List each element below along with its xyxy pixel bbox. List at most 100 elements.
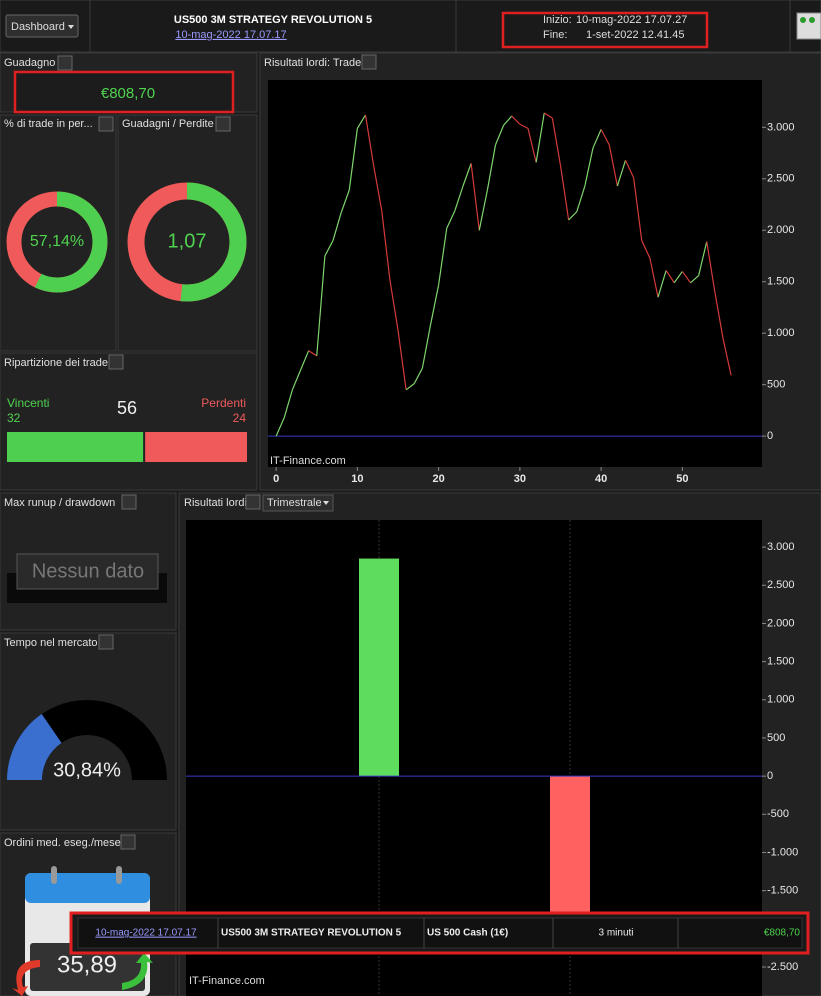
panel-title: Ordini med. eseg./mese bbox=[4, 837, 121, 849]
line-segment bbox=[535, 112, 545, 163]
order-instrument: US 500 Cash (1€) bbox=[427, 928, 508, 939]
y-tick-label: -2.500 bbox=[767, 961, 798, 973]
line-segment bbox=[657, 270, 667, 298]
settings-icon[interactable] bbox=[98, 634, 114, 650]
menu-label[interactable]: Dashboard bbox=[11, 21, 65, 33]
line-segment bbox=[389, 279, 399, 331]
line-segment bbox=[584, 147, 594, 187]
settings-icon[interactable] bbox=[120, 834, 136, 850]
settings-icon[interactable] bbox=[98, 116, 114, 132]
y-tick-label: 1.500 bbox=[767, 656, 795, 668]
panel-title: Ripartizione dei trade bbox=[4, 357, 108, 369]
line-segment bbox=[616, 160, 627, 187]
line-segment bbox=[275, 417, 285, 437]
bar bbox=[359, 558, 399, 777]
line-segment bbox=[690, 275, 700, 284]
line-segment bbox=[559, 165, 570, 221]
line-segment bbox=[356, 114, 367, 129]
line-segment bbox=[340, 189, 350, 213]
line-segment bbox=[348, 128, 358, 191]
line-segment bbox=[511, 115, 521, 125]
bar bbox=[550, 776, 590, 937]
period-dropdown[interactable] bbox=[262, 494, 334, 512]
line-segment bbox=[316, 255, 326, 356]
line-segment bbox=[494, 125, 505, 146]
losers-bar bbox=[145, 432, 247, 462]
line-segment bbox=[633, 177, 643, 241]
panel-title: Guadagni / Perdite bbox=[122, 118, 214, 130]
donut-arc bbox=[127, 182, 247, 302]
line-segment bbox=[413, 367, 423, 384]
line-segment bbox=[698, 241, 708, 276]
line-segment bbox=[364, 114, 375, 166]
winners-label: Vincenti bbox=[7, 396, 49, 410]
x-tick-label: 10 bbox=[351, 473, 363, 485]
dropdown-caret bbox=[323, 501, 329, 505]
menu-button[interactable] bbox=[5, 14, 79, 38]
settings-icon[interactable] bbox=[121, 494, 137, 510]
settings-icon[interactable] bbox=[57, 55, 73, 71]
line-segment bbox=[381, 210, 391, 280]
line-segment bbox=[397, 330, 407, 390]
plot-area bbox=[268, 80, 762, 467]
line-segment bbox=[503, 115, 513, 126]
date-link[interactable]: 10-mag-2022 17.07.17 bbox=[175, 29, 286, 41]
start-value: 10-mag-2022 17.07.27 bbox=[576, 14, 687, 26]
settings-icon[interactable] bbox=[245, 494, 261, 510]
order-date[interactable]: 10-mag-2022 17.07.17 bbox=[95, 928, 197, 939]
end-label: Fine: bbox=[543, 29, 567, 41]
period-label[interactable]: Trimestrale bbox=[267, 497, 322, 509]
gain-value: €808,70 bbox=[101, 85, 155, 102]
line-segment bbox=[673, 271, 683, 284]
panel-title: Tempo nel mercato bbox=[4, 637, 98, 649]
order-timeframe: 3 minuti bbox=[598, 928, 633, 939]
line-segment bbox=[568, 211, 578, 221]
y-tick-label: -1.500 bbox=[767, 885, 798, 897]
y-tick-label: -1.000 bbox=[767, 846, 798, 858]
panel bbox=[0, 352, 258, 491]
calendar-ring bbox=[51, 866, 57, 884]
toolbar-icon[interactable] bbox=[796, 12, 821, 40]
line-segment bbox=[543, 112, 553, 119]
line-segment bbox=[283, 389, 293, 418]
line-segment bbox=[308, 350, 318, 357]
line-segment bbox=[600, 129, 610, 146]
y-tick-label: 2.500 bbox=[767, 579, 795, 591]
order-row[interactable] bbox=[77, 917, 803, 949]
losers-label: Perdenti bbox=[201, 396, 246, 410]
y-tick-label: -500 bbox=[767, 808, 789, 820]
highlight-box bbox=[501, 11, 709, 49]
empty-message: Nessun dato bbox=[32, 560, 144, 582]
line-segment bbox=[551, 117, 562, 166]
watermark: IT-Finance.com bbox=[270, 455, 346, 467]
settings-icon[interactable] bbox=[215, 116, 231, 132]
calendar-top bbox=[25, 873, 150, 903]
y-tick-label: 2.000 bbox=[767, 224, 795, 236]
settings-icon[interactable] bbox=[361, 54, 377, 70]
settings-icon[interactable] bbox=[108, 354, 124, 370]
y-tick-label: 0 bbox=[767, 770, 773, 782]
line-segment bbox=[429, 284, 440, 326]
highlight-box bbox=[13, 70, 235, 114]
line-segment bbox=[665, 270, 675, 284]
donut-label: 1,07 bbox=[168, 230, 207, 252]
donut-arc bbox=[6, 191, 108, 293]
panel-title: Guadagno bbox=[4, 57, 55, 69]
end-value: 1-set-2022 12.41.45 bbox=[586, 29, 684, 41]
icon-dot bbox=[809, 17, 815, 23]
arrow-up bbox=[122, 953, 153, 990]
line-segment bbox=[438, 228, 448, 285]
order-strategy: US500 3M STRATEGY REVOLUTION 5 bbox=[221, 928, 402, 939]
line-segment bbox=[706, 241, 716, 293]
y-tick-label: 0 bbox=[767, 430, 773, 442]
y-tick-label: 1.500 bbox=[767, 276, 795, 288]
panel-title: Risultati lordi bbox=[184, 497, 247, 509]
strategy-title: US500 3M STRATEGY REVOLUTION 5 bbox=[174, 14, 372, 26]
gauge bbox=[7, 700, 167, 780]
line-segment bbox=[421, 324, 432, 369]
empty-box bbox=[16, 553, 159, 590]
x-tick-label: 30 bbox=[514, 473, 526, 485]
y-tick-label: 500 bbox=[767, 379, 785, 391]
line-segment bbox=[576, 185, 586, 212]
gauge-arc bbox=[7, 714, 62, 780]
